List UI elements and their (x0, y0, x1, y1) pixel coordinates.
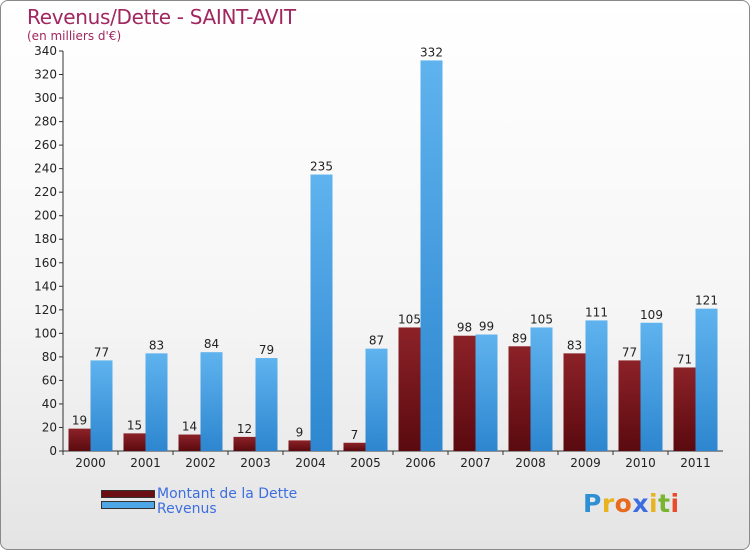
data-label: 77 (94, 345, 109, 359)
chart-title: Revenus/Dette - SAINT-AVIT (27, 5, 296, 29)
data-label: 7 (351, 428, 359, 442)
y-tick-label: 60 (42, 373, 57, 387)
y-tick-label: 300 (34, 91, 57, 105)
y-tick-label: 180 (34, 232, 57, 246)
y-tick-label: 340 (34, 44, 57, 58)
data-label: 87 (369, 334, 384, 348)
data-label: 98 (457, 321, 472, 335)
data-label: 105 (398, 312, 421, 326)
y-tick-label: 200 (34, 209, 57, 223)
y-tick-label: 40 (42, 397, 57, 411)
data-label: 15 (127, 418, 142, 432)
data-label: 14 (182, 420, 197, 434)
y-tick-label: 100 (34, 326, 57, 340)
logo-letter: i (670, 489, 680, 518)
x-tick-label: 2000 (75, 456, 106, 470)
data-label: 71 (677, 352, 692, 366)
bar-dette (563, 353, 586, 451)
bar-revenus (310, 174, 333, 451)
data-label: 332 (420, 45, 443, 59)
logo-letter: x (632, 489, 649, 518)
y-tick-label: 280 (34, 115, 57, 129)
legend-label-revenus: Revenus (157, 501, 217, 517)
bar-revenus (255, 358, 278, 451)
bar-dette (398, 327, 421, 451)
proxiti-logo: Proxiti (583, 489, 680, 518)
data-label: 111 (585, 305, 608, 319)
data-label: 83 (567, 338, 582, 352)
legend-swatch-revenus (101, 501, 155, 509)
y-tick-label: 0 (49, 444, 57, 458)
y-tick-label: 240 (34, 162, 57, 176)
data-label: 121 (695, 294, 718, 308)
data-label: 12 (237, 422, 252, 436)
data-label: 235 (310, 160, 333, 174)
bar-dette (618, 360, 641, 451)
y-tick-label: 20 (42, 420, 57, 434)
bar-dette (68, 428, 91, 451)
bar-dette (123, 433, 146, 451)
logo-letter: P (583, 489, 602, 518)
bar-revenus (585, 320, 608, 451)
bar-revenus (365, 348, 388, 451)
bar-revenus (200, 352, 223, 451)
bars (68, 60, 718, 451)
bar-revenus (475, 334, 498, 451)
logo-letter: o (614, 489, 633, 518)
bar-dette (343, 442, 366, 451)
data-label: 9 (296, 425, 304, 439)
x-tick-label: 2003 (240, 456, 271, 470)
x-tick-label: 2009 (570, 456, 601, 470)
y-tick-label: 120 (34, 303, 57, 317)
bar-revenus (695, 308, 718, 451)
logo-letter: t (658, 489, 671, 518)
bar-dette (673, 367, 696, 451)
bar-dette (178, 434, 201, 451)
data-label: 109 (640, 308, 663, 322)
y-tick-label: 220 (34, 185, 57, 199)
data-label: 89 (512, 331, 527, 345)
y-tick-label: 80 (42, 350, 57, 364)
value-labels: 19 15 14 12 9 7 105 98 89 83 77 71 77 83 84 79 235 87 332 9… (72, 45, 718, 441)
data-label: 79 (259, 343, 274, 357)
chart-subtitle: (en milliers d'€) (27, 29, 122, 43)
data-label: 83 (149, 338, 164, 352)
bar-dette (233, 436, 256, 451)
data-label: 19 (72, 414, 87, 428)
x-tick-label: 2011 (680, 456, 711, 470)
x-tick-label: 2004 (295, 456, 326, 470)
proxiti-logo-text: Proxiti (583, 489, 680, 518)
data-label: 84 (204, 337, 219, 351)
axes: 0 20 40 60 80 100 120 140 160 180 200 220 240 260 280 3… (34, 44, 723, 470)
x-tick-label: 2002 (185, 456, 216, 470)
bar-revenus (145, 353, 168, 451)
bar-revenus (640, 322, 663, 451)
bar-dette (288, 440, 311, 451)
x-tick-label: 2010 (625, 456, 656, 470)
x-tick-label: 2001 (130, 456, 161, 470)
legend-swatch-dette (101, 490, 155, 498)
x-tick-label: 2005 (350, 456, 381, 470)
data-label: 105 (530, 312, 553, 326)
bar-revenus (530, 327, 553, 451)
logo-letter: r (601, 489, 615, 518)
legend-label-dette: Montant de la Dette (157, 486, 298, 502)
logo-letter: i (649, 489, 659, 518)
bar-revenus (420, 60, 443, 451)
x-tick-label: 2006 (405, 456, 436, 470)
x-tick-label: 2008 (515, 456, 546, 470)
bar-dette (508, 346, 531, 451)
y-tick-label: 260 (34, 138, 57, 152)
y-tick-label: 160 (34, 256, 57, 270)
y-tick-label: 320 (34, 68, 57, 82)
data-label: 99 (479, 320, 494, 334)
data-label: 77 (622, 345, 637, 359)
y-tick-label: 140 (34, 279, 57, 293)
x-tick-label: 2007 (460, 456, 491, 470)
bar-dette (453, 335, 476, 451)
bar-revenus (90, 360, 113, 451)
